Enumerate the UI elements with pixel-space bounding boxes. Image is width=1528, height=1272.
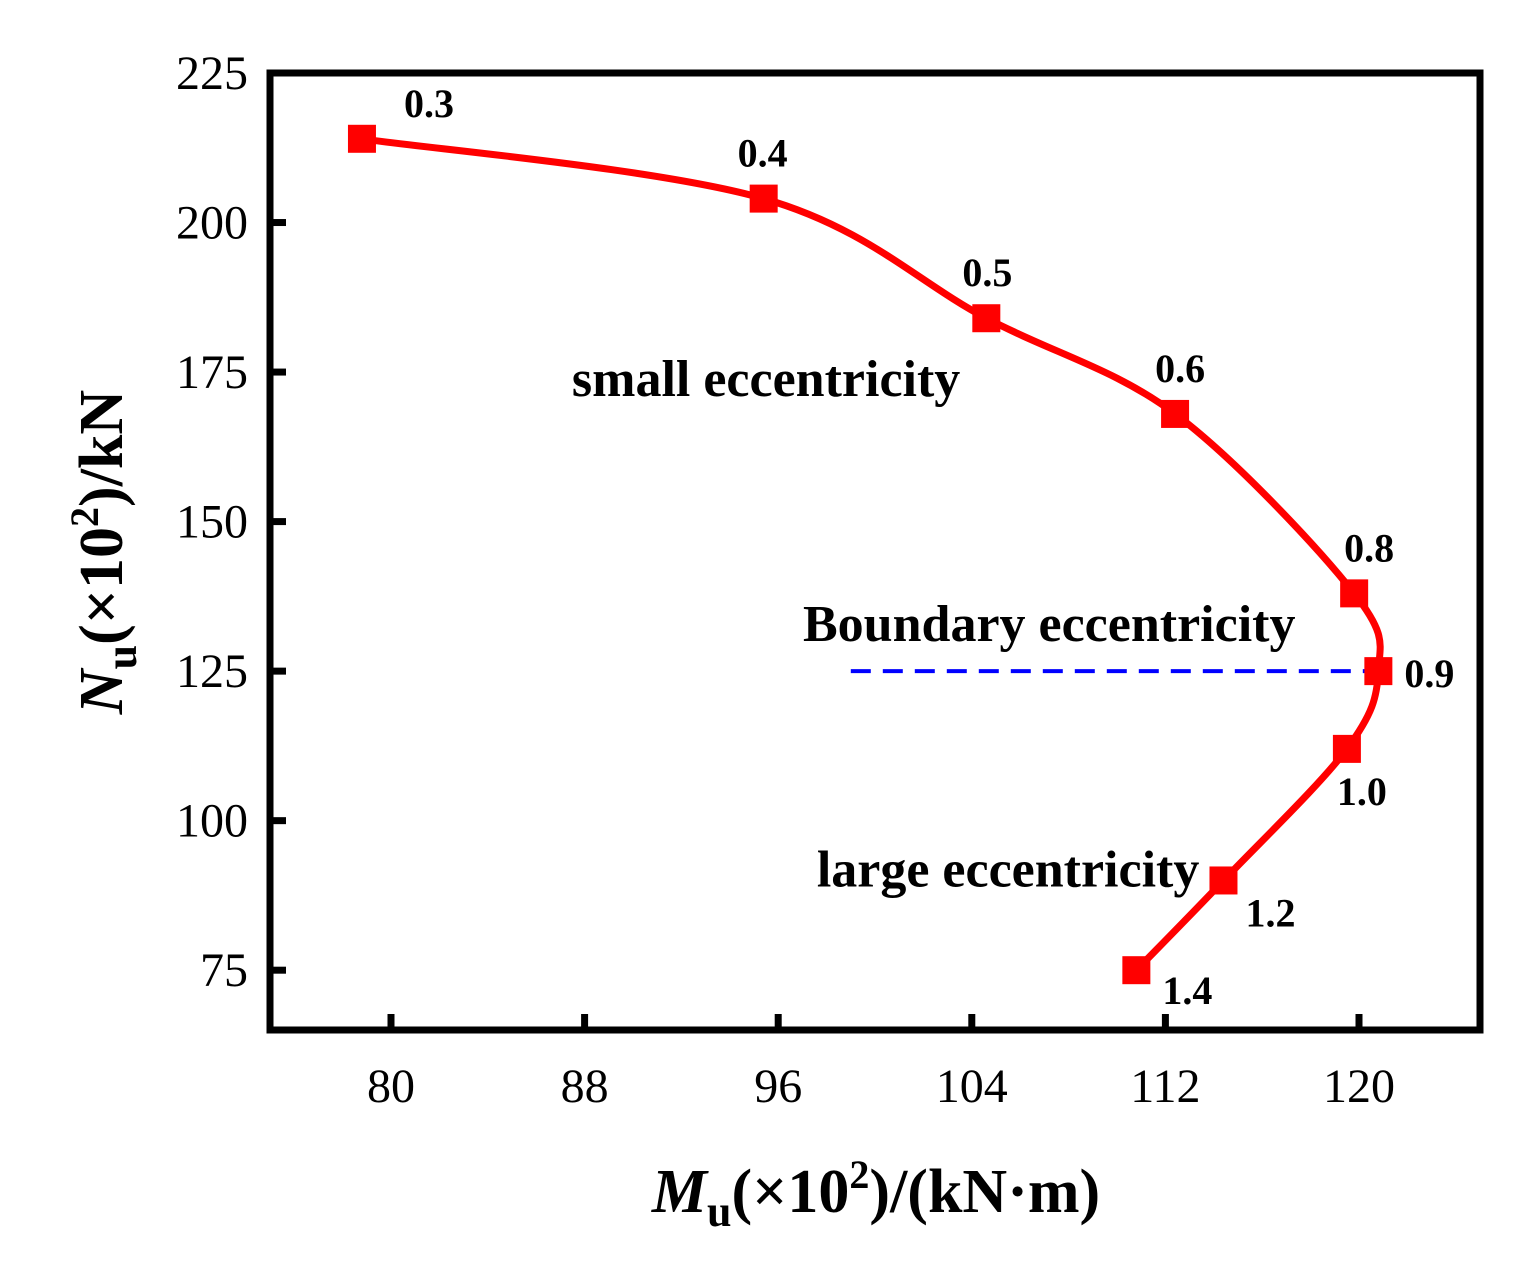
x-axis-symbol: M — [651, 1158, 709, 1226]
data-point-label: 1.2 — [1245, 890, 1295, 935]
y-tick-label: 75 — [200, 944, 248, 997]
data-point-marker — [1364, 657, 1393, 686]
data-point-marker — [1122, 956, 1151, 985]
annotation-boundary: Boundary eccentricity — [803, 596, 1295, 653]
y-tick-label: 125 — [176, 645, 248, 698]
data-point-label: 0.8 — [1344, 525, 1394, 570]
data-point-marker — [749, 184, 778, 213]
x-tick-label: 112 — [1130, 1060, 1200, 1113]
x-axis-unit: )/(kN·m) — [869, 1158, 1100, 1226]
data-point-label: 1.4 — [1162, 968, 1212, 1013]
data-point-marker — [1332, 734, 1361, 763]
x-axis-exponent: 2 — [849, 1152, 869, 1197]
data-point-label: 0.4 — [738, 131, 788, 176]
y-axis-exponent: 2 — [62, 507, 107, 527]
x-axis-label: Mu(×102)/(kN·m) — [651, 1152, 1100, 1236]
x-tick-label: 80 — [367, 1060, 415, 1113]
data-point-marker — [1340, 579, 1369, 608]
data-point-marker — [1209, 866, 1238, 895]
y-axis-label: Nu(×102)/kN — [62, 390, 146, 715]
x-tick-label: 120 — [1323, 1060, 1395, 1113]
data-point-label: 0.9 — [1404, 651, 1454, 696]
y-axis-unit: )/kN — [68, 390, 136, 507]
x-axis-subscript: u — [707, 1187, 731, 1236]
x-axis-scale: (×10 — [731, 1158, 849, 1226]
y-tick-label: 100 — [176, 795, 248, 848]
data-point-marker — [972, 304, 1001, 333]
annotation-small: small eccentricity — [572, 351, 960, 408]
y-axis-scale: (×10 — [68, 527, 136, 645]
y-tick-label: 175 — [176, 346, 248, 399]
data-point-label: 0.5 — [962, 250, 1012, 295]
data-point-marker — [1161, 399, 1190, 428]
y-tick-label: 150 — [176, 496, 248, 549]
data-point-label: 1.0 — [1337, 769, 1387, 814]
x-tick-label: 104 — [936, 1060, 1008, 1113]
plot-frame — [266, 69, 1484, 1034]
y-tick-label: 225 — [176, 47, 248, 100]
data-point-label: 0.3 — [404, 81, 454, 126]
x-tick-label: 96 — [754, 1060, 802, 1113]
x-tick-label: 88 — [561, 1060, 609, 1113]
annotation-large: large eccentricity — [817, 841, 1200, 898]
data-point-marker — [347, 124, 376, 153]
y-axis-subscript: u — [97, 645, 146, 669]
y-axis-symbol: N — [68, 667, 136, 715]
data-point-label: 0.6 — [1155, 346, 1205, 391]
y-tick-label: 200 — [176, 197, 248, 250]
